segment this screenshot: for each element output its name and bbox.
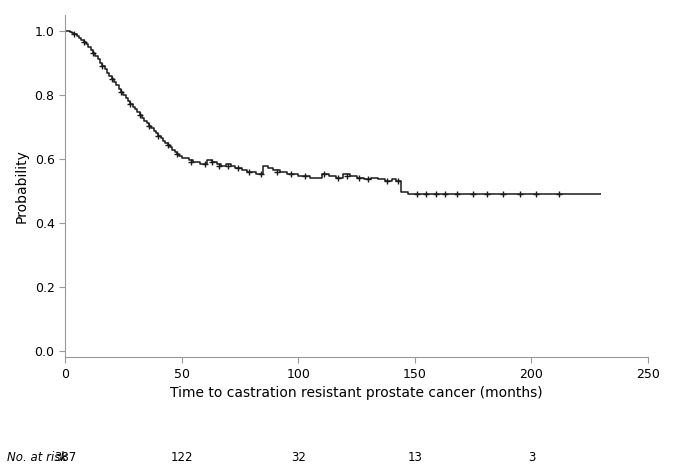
Text: 387: 387 [54, 451, 76, 464]
Y-axis label: Probability: Probability [15, 149, 29, 223]
Text: No. at risk: No. at risk [7, 451, 67, 464]
Text: 3: 3 [528, 451, 535, 464]
Text: 122: 122 [170, 451, 193, 464]
X-axis label: Time to castration resistant prostate cancer (months): Time to castration resistant prostate ca… [170, 387, 543, 400]
Text: 13: 13 [408, 451, 423, 464]
Text: 32: 32 [291, 451, 306, 464]
